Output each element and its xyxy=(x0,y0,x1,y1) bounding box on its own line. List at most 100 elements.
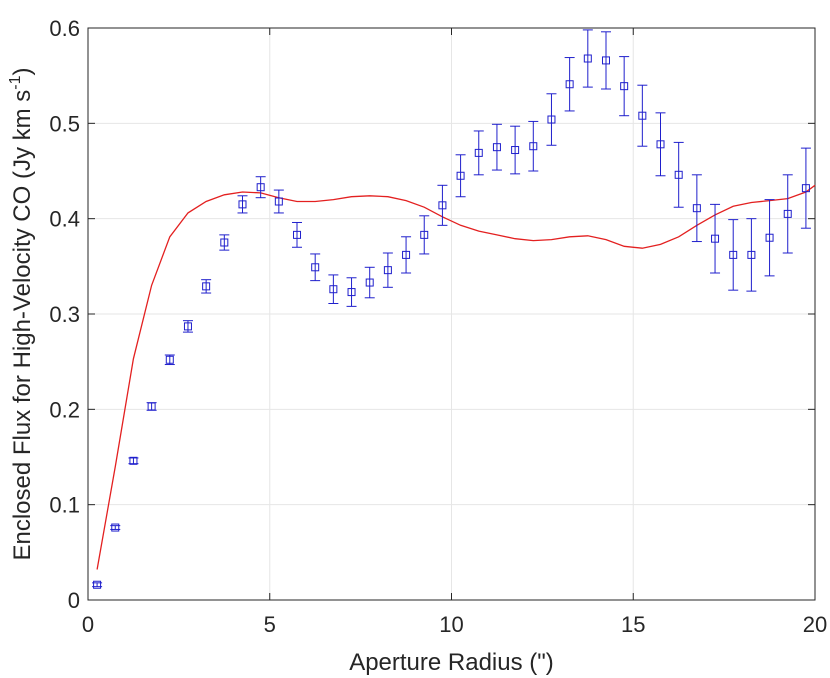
data-point xyxy=(237,195,248,214)
x-tick-label: 20 xyxy=(803,612,827,637)
grid xyxy=(87,27,816,601)
data-point xyxy=(473,130,484,176)
point-marker xyxy=(293,230,302,239)
x-tick-label: 5 xyxy=(264,612,276,637)
data-point xyxy=(401,236,412,274)
data-point xyxy=(219,234,230,251)
data-point xyxy=(619,56,630,117)
point-marker xyxy=(583,54,592,63)
data-point xyxy=(146,402,157,411)
data-point xyxy=(292,221,303,248)
data-point xyxy=(328,274,339,305)
point-marker xyxy=(620,82,629,91)
point-marker xyxy=(729,250,738,259)
data-point xyxy=(346,277,357,307)
data-point xyxy=(382,252,393,288)
point-marker xyxy=(511,146,520,155)
data-point xyxy=(491,123,502,171)
point-marker xyxy=(692,204,701,213)
point-marker xyxy=(456,171,465,180)
data-point xyxy=(728,219,739,291)
point-marker xyxy=(474,148,483,157)
point-marker xyxy=(238,200,247,209)
data-point xyxy=(510,125,521,175)
data-point xyxy=(201,279,212,294)
point-marker xyxy=(492,143,501,152)
data-point xyxy=(92,580,103,589)
point-marker xyxy=(438,201,447,210)
y-tick-label: 0.5 xyxy=(49,111,80,136)
point-marker xyxy=(801,184,810,193)
data-point xyxy=(255,176,266,199)
point-marker xyxy=(674,170,683,179)
data-point xyxy=(564,57,575,112)
point-marker xyxy=(183,322,192,331)
point-marker xyxy=(129,456,138,465)
data-point xyxy=(800,147,811,229)
point-marker xyxy=(601,56,610,65)
data-point xyxy=(655,112,666,177)
point-marker xyxy=(765,233,774,242)
data-point xyxy=(673,141,684,208)
data-point xyxy=(746,218,757,292)
data-point xyxy=(419,215,430,255)
y-axis-label-main: Enclosed Flux for High-Velocity CO (Jy k… xyxy=(9,90,36,561)
point-marker xyxy=(365,278,374,287)
point-marker xyxy=(383,266,392,275)
point-marker xyxy=(311,263,320,272)
y-tick-label: 0 xyxy=(68,588,80,613)
data-point xyxy=(528,120,539,172)
data-point xyxy=(437,184,448,226)
x-tick-label: 0 xyxy=(82,612,94,637)
y-axis-label: Enclosed Flux for High-Velocity CO (Jy k… xyxy=(7,67,36,560)
point-marker xyxy=(347,288,356,297)
axis-ticks: 0 5 10 15 20 0 0.1 0.2 0.3 0.4 0.5 0.6 xyxy=(49,16,827,637)
data-point xyxy=(273,189,284,214)
point-marker xyxy=(656,140,665,149)
data-point xyxy=(455,154,466,198)
point-marker xyxy=(329,285,338,294)
y-axis-label-superscript: -1 xyxy=(7,75,24,89)
y-tick-label: 0.2 xyxy=(49,397,80,422)
point-marker xyxy=(547,115,556,124)
data-point xyxy=(691,174,702,243)
point-marker xyxy=(565,80,574,89)
y-axis-label-close: ) xyxy=(9,67,36,75)
data-point xyxy=(710,203,721,274)
point-marker xyxy=(147,402,156,411)
point-marker xyxy=(165,355,174,364)
y-tick-label: 0.6 xyxy=(49,16,80,41)
x-axis-label: Aperture Radius (") xyxy=(349,649,554,676)
point-marker xyxy=(783,209,792,218)
point-marker xyxy=(93,580,102,589)
point-marker xyxy=(711,234,720,243)
data-series xyxy=(92,29,816,589)
data-point xyxy=(764,199,775,277)
point-marker xyxy=(256,183,265,192)
point-marker xyxy=(529,142,538,151)
point-marker xyxy=(747,250,756,259)
data-point xyxy=(164,354,175,366)
data-point xyxy=(782,174,793,254)
y-tick-label: 0.1 xyxy=(49,493,80,518)
data-point xyxy=(582,29,593,88)
y-tick-label: 0.3 xyxy=(49,302,80,327)
data-point xyxy=(110,523,121,532)
data-point xyxy=(600,31,611,90)
data-point xyxy=(637,84,648,147)
data-point xyxy=(364,266,375,299)
model-curve xyxy=(96,184,816,570)
point-marker xyxy=(111,523,120,532)
point-marker xyxy=(420,230,429,239)
y-tick-label: 0.4 xyxy=(49,207,80,232)
data-point xyxy=(310,253,321,282)
point-marker xyxy=(638,111,647,120)
data-point xyxy=(546,93,557,146)
point-marker xyxy=(274,197,283,206)
x-tick-label: 15 xyxy=(621,612,645,637)
data-point xyxy=(182,320,193,333)
point-marker xyxy=(202,282,211,291)
point-marker xyxy=(402,250,411,259)
point-marker xyxy=(220,238,229,247)
